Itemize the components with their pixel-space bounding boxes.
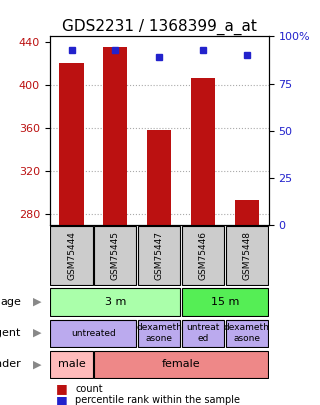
Bar — [226, 320, 268, 347]
Text: age: age — [0, 297, 21, 307]
Bar — [51, 226, 92, 285]
Text: GSM75447: GSM75447 — [155, 231, 164, 280]
Bar — [191, 79, 215, 225]
Text: GSM75446: GSM75446 — [198, 231, 208, 280]
Bar — [51, 351, 92, 378]
Text: ▶: ▶ — [33, 297, 41, 307]
Text: count: count — [75, 384, 103, 394]
Text: untreated: untreated — [71, 328, 116, 338]
Text: ■: ■ — [56, 394, 68, 405]
Text: percentile rank within the sample: percentile rank within the sample — [75, 395, 240, 405]
Text: untreat
ed: untreat ed — [186, 324, 220, 343]
Text: dexameth
asone: dexameth asone — [224, 324, 270, 343]
Bar — [235, 200, 259, 225]
Bar — [147, 130, 171, 225]
Text: dexameth
asone: dexameth asone — [136, 324, 182, 343]
Text: male: male — [58, 359, 85, 369]
Bar — [94, 226, 136, 285]
Bar — [182, 288, 268, 315]
Bar — [60, 63, 84, 225]
Text: gender: gender — [0, 359, 21, 369]
Text: ▶: ▶ — [33, 359, 41, 369]
Text: GSM75444: GSM75444 — [67, 231, 76, 280]
Title: GDS2231 / 1368399_a_at: GDS2231 / 1368399_a_at — [62, 19, 257, 35]
Text: 3 m: 3 m — [105, 297, 126, 307]
Bar — [94, 351, 268, 378]
Bar — [51, 288, 180, 315]
Text: female: female — [162, 359, 200, 369]
Text: ▶: ▶ — [33, 328, 41, 338]
Bar — [103, 47, 127, 225]
Bar — [138, 226, 180, 285]
Text: GSM75448: GSM75448 — [242, 231, 252, 280]
Text: 15 m: 15 m — [211, 297, 239, 307]
Bar — [226, 226, 268, 285]
Text: ■: ■ — [56, 382, 68, 395]
Bar — [182, 320, 224, 347]
Bar — [138, 320, 180, 347]
Text: agent: agent — [0, 328, 21, 338]
Text: GSM75445: GSM75445 — [111, 231, 120, 280]
Bar — [51, 320, 136, 347]
Bar — [182, 226, 224, 285]
